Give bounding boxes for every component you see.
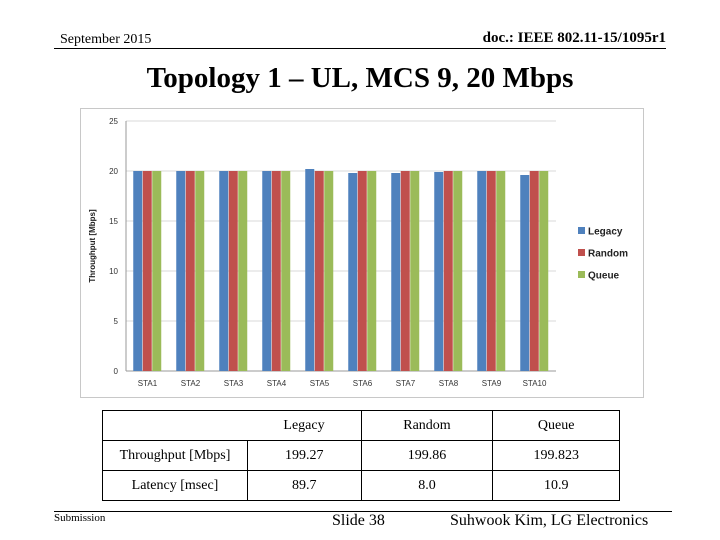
bar-legacy [176,171,186,371]
y-tick-label: 10 [109,267,118,276]
bar-queue [539,171,549,371]
table-cell: 199.86 [360,440,494,471]
bar-queue [496,171,506,371]
legend-swatch [578,227,585,234]
x-tick-label: STA6 [353,379,373,388]
y-tick-label: 5 [114,317,119,326]
table-cell: 199.27 [247,440,362,471]
table-cell: 10.9 [492,470,620,501]
bar-random [185,171,195,371]
x-tick-label: STA2 [181,379,201,388]
legend-label: Random [588,249,628,260]
bar-queue [453,171,463,371]
bar-random [357,171,367,371]
bar-legacy [262,171,272,371]
bar-random [486,171,496,371]
table-row-label: Throughput [Mbps] [102,440,248,471]
table-cell: 199.823 [492,440,620,471]
table-corner-cell [102,410,248,441]
table-row: Throughput [Mbps] 199.27 199.86 199.823 [102,440,620,471]
bar-legacy [391,173,401,371]
bar-random [271,171,281,371]
slide-title: Topology 1 – UL, MCS 9, 20 Mbps [146,62,574,94]
bar-random [443,171,453,371]
x-tick-label: STA10 [523,379,547,388]
throughput-chart: 0 5 10 15 20 25 Throughput [Mbps] STA1 STA2 STA3 S… [80,108,644,398]
x-tick-label: STA4 [267,379,287,388]
bar-legacy [133,171,143,371]
x-tick-label: STA1 [138,379,158,388]
footer-slide-number: Slide 38 [332,512,385,529]
bar-legacy [434,172,444,371]
table-cell: 8.0 [360,470,494,501]
x-tick-label: STA9 [482,379,502,388]
bar-queue [324,171,334,371]
x-tick-label: STA7 [396,379,416,388]
table-header-row: Legacy Random Queue [102,410,620,441]
bar-random [228,171,238,371]
x-tick-label: STA5 [310,379,330,388]
header-doc-id: doc.: IEEE 802.11-15/1095r1 [482,30,666,46]
y-tick-label: 25 [109,117,118,126]
bar-legacy [305,169,315,371]
y-axis-label: Throughput [Mbps] [88,209,97,283]
bar-queue [195,171,205,371]
bar-legacy [520,175,530,371]
chart-svg: 0 5 10 15 20 25 Throughput [Mbps] STA1 STA2 STA3 S… [88,117,628,388]
header-date: September 2015 [60,32,152,47]
header-rule [54,48,666,49]
bar-queue [410,171,420,371]
bar-random [142,171,152,371]
table-row: Latency [msec] 89.7 8.0 10.9 [102,470,620,501]
x-tick-label: STA8 [439,379,459,388]
bar-random [314,171,324,371]
bar-queue [152,171,162,371]
table-col-header: Queue [492,410,620,441]
bar-legacy [219,171,229,371]
bar-queue [238,171,248,371]
legend-swatch [578,271,585,278]
table-cell: 89.7 [247,470,362,501]
bar-random [400,171,410,371]
bar-legacy [348,173,358,371]
y-tick-label: 15 [109,217,118,226]
footer-author: Suhwook Kim, LG Electronics [450,512,649,529]
bar-legacy [477,171,487,371]
footer-submission: Submission [54,512,106,524]
y-tick-label: 0 [114,367,119,376]
y-tick-label: 20 [109,167,118,176]
bar-random [529,171,539,371]
table-row-label: Latency [msec] [102,470,248,501]
table-col-header: Random [360,410,494,441]
footer-rule [54,511,672,512]
table-col-header: Legacy [247,410,362,441]
x-tick-label: STA3 [224,379,244,388]
bar-queue [281,171,291,371]
legend-swatch [578,249,585,256]
legend-label: Queue [588,271,620,282]
legend-label: Legacy [588,227,623,238]
bar-queue [367,171,377,371]
results-table: Legacy Random Queue Throughput [Mbps] 19… [102,410,620,501]
